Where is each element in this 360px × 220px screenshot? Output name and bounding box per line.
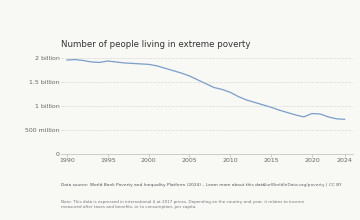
Text: Note: This data is expressed in international-$ at 2017 prices. Depending on the: Note: This data is expressed in internat… <box>61 200 304 209</box>
Text: Number of people living in extreme poverty: Number of people living in extreme pover… <box>61 40 251 49</box>
Text: Data source: World Bank Poverty and Inequality Platform (2024) – Learn more abou: Data source: World Bank Poverty and Ineq… <box>61 183 265 187</box>
Text: OurWorldInData.org/poverty | CC BY: OurWorldInData.org/poverty | CC BY <box>263 183 341 187</box>
